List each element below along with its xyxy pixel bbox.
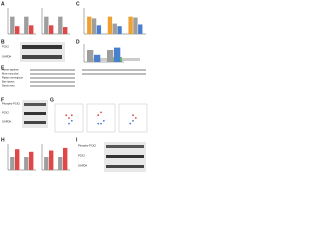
panel-letter: F xyxy=(1,97,4,103)
point xyxy=(65,114,68,117)
point xyxy=(70,119,73,122)
bar xyxy=(112,23,117,34)
bar xyxy=(15,149,20,170)
species-label: Mus musculus xyxy=(2,72,19,76)
blot-label: Phospho-PCK2 xyxy=(2,102,20,106)
panel-letter: I xyxy=(76,137,78,143)
bar xyxy=(114,47,121,62)
blot-label: GAPDH xyxy=(2,55,11,59)
bar xyxy=(24,157,29,170)
bar xyxy=(138,24,143,34)
plot-frame xyxy=(118,103,148,133)
alignment-strips xyxy=(30,69,146,87)
bar xyxy=(44,16,49,34)
bar xyxy=(94,54,101,62)
bar xyxy=(44,157,49,170)
point xyxy=(102,119,105,122)
plot-frame xyxy=(54,103,84,133)
panel-letter: A xyxy=(1,1,5,7)
point xyxy=(70,114,73,117)
point xyxy=(129,122,132,125)
blot-label: PCK2 xyxy=(2,111,9,115)
page: A B C D E F G H I PCK2 GAPDH Phospho-PCK2 PCK2 GAPDH P… xyxy=(0,0,150,175)
bar xyxy=(87,50,94,62)
point xyxy=(97,122,100,125)
species-label: Rattus norvegicus xyxy=(2,76,23,80)
bar xyxy=(29,151,34,170)
point xyxy=(132,119,134,122)
point xyxy=(100,122,102,125)
panel-letter: D xyxy=(76,39,80,45)
blot-label: PCK2 xyxy=(78,154,85,158)
point xyxy=(68,117,70,119)
bar xyxy=(107,50,114,62)
species-label: Homo sapiens xyxy=(2,68,19,72)
blot-label: Phospho-PCK2 xyxy=(78,144,96,148)
point xyxy=(134,117,137,119)
bar xyxy=(29,25,34,34)
bar xyxy=(10,157,15,170)
bar xyxy=(117,26,122,34)
species-label: Danio rerio xyxy=(2,84,15,88)
bar xyxy=(91,18,97,34)
bar xyxy=(87,16,92,34)
blot-i xyxy=(104,142,146,172)
bar xyxy=(58,16,63,34)
point xyxy=(100,111,102,114)
species-label: Bos taurus xyxy=(2,80,15,84)
point xyxy=(68,122,70,125)
blot-label: GAPDH xyxy=(78,164,87,168)
panel-letter: G xyxy=(50,97,54,103)
bar xyxy=(133,17,138,34)
blot-label: GAPDH xyxy=(2,120,11,124)
panel-letter: C xyxy=(76,1,80,7)
panel-letter: H xyxy=(1,137,5,143)
blot-f xyxy=(22,100,48,128)
figure: A B C D E F G H I PCK2 GAPDH Phospho-PCK2 PCK2 GAPDH P… xyxy=(1,1,148,172)
bar xyxy=(15,26,20,34)
bar xyxy=(58,157,63,170)
bar xyxy=(10,16,15,34)
bar xyxy=(49,25,54,34)
panel-letter: E xyxy=(1,65,5,71)
bar xyxy=(24,16,29,34)
point xyxy=(132,114,134,117)
bar xyxy=(107,16,113,34)
bar xyxy=(63,147,68,170)
point xyxy=(97,114,100,117)
bar xyxy=(128,16,133,34)
blot-b xyxy=(20,42,65,62)
plot-frame xyxy=(86,103,116,133)
panel-letter: B xyxy=(1,39,5,45)
bar xyxy=(49,150,54,170)
blot-label: PCK2 xyxy=(2,45,9,49)
bar xyxy=(96,25,102,34)
bar xyxy=(63,27,68,34)
